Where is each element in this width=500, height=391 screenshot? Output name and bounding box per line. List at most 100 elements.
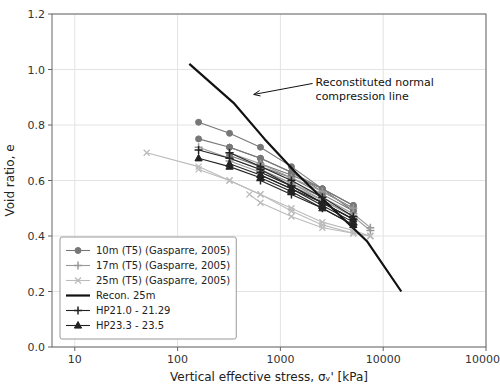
grid	[52, 14, 486, 347]
data-point	[257, 144, 263, 150]
series-line	[260, 175, 353, 222]
data-point	[319, 225, 325, 231]
data-point	[196, 119, 202, 125]
legend-marker	[75, 278, 81, 284]
data-point	[227, 178, 233, 184]
data-point	[288, 205, 294, 211]
tick-x	[486, 347, 487, 351]
series	[196, 119, 357, 214]
series	[195, 154, 357, 227]
axes: 10 100 1000 10000 100000 0.0 0.2 0.4 0.6 0.8 1.0 1.…	[28, 8, 500, 366]
tick-label-y: 0.6	[28, 175, 46, 188]
data-point	[257, 191, 263, 197]
tick-label-x: 100	[167, 353, 188, 366]
legend-marker	[74, 322, 81, 329]
legend-label: 25m (T5) (Gasparre, 2005)	[96, 275, 230, 286]
legend-label: HP21.0 - 21.29	[96, 305, 170, 316]
data-point	[226, 160, 233, 167]
data-point	[319, 201, 326, 208]
data-point	[226, 149, 234, 157]
legend-marker	[75, 248, 81, 254]
series	[226, 160, 357, 222]
legend-label: Recon. 25m	[96, 290, 155, 301]
grid-line-y	[52, 125, 486, 126]
tick-label-y: 0.4	[28, 230, 46, 243]
data-point	[367, 233, 373, 239]
tick-label-y: 0.0	[28, 341, 46, 354]
data-point	[319, 219, 325, 225]
tick-label-y: 0.8	[28, 119, 46, 132]
legend-label: HP23.3 - 23.5	[96, 320, 164, 331]
series	[226, 149, 358, 213]
tick-x	[74, 347, 75, 351]
series-line	[199, 158, 354, 225]
data-point	[227, 130, 233, 136]
series	[226, 149, 358, 221]
grid-line-y	[52, 180, 486, 181]
data-point	[196, 166, 202, 172]
legend-marker	[74, 262, 82, 270]
series-line	[230, 164, 354, 220]
tick-x	[383, 347, 384, 351]
tick-label-x: 100000	[465, 353, 500, 366]
tick-x	[280, 347, 281, 351]
tick-label-y: 1.0	[28, 64, 46, 77]
legend-label: 10m (T5) (Gasparre, 2005)	[96, 245, 230, 256]
tick-x	[177, 347, 178, 351]
data-point	[257, 191, 263, 197]
data-point	[195, 146, 203, 154]
tick-y	[48, 180, 52, 181]
grid-line-y	[52, 236, 486, 237]
series-line	[147, 153, 371, 236]
tick-y	[48, 69, 52, 70]
series	[257, 171, 357, 225]
tick-y	[48, 14, 52, 15]
data-point	[367, 233, 373, 239]
series-line	[249, 194, 370, 236]
tick-y	[48, 125, 52, 126]
data-point	[257, 171, 264, 178]
series-line	[230, 147, 354, 205]
legend-label: 17m (T5) (Gasparre, 2005)	[96, 260, 230, 271]
data-point	[257, 200, 263, 206]
plot-frame	[52, 14, 486, 347]
data-point	[257, 171, 264, 178]
series-line	[199, 122, 354, 211]
data-point	[227, 178, 233, 184]
chart-container: 10 100 1000 10000 100000 0.0 0.2 0.4 0.6 0.8 1.0 1.…	[0, 0, 500, 391]
annotations: Reconstituted normalcompression line	[254, 76, 434, 102]
data-point	[195, 154, 202, 161]
series	[227, 144, 357, 208]
tick-label-x: 10000	[366, 353, 401, 366]
annotation-line: compression line	[316, 90, 409, 103]
legend: 10m (T5) (Gasparre, 2005) 17m (T5) (Gaspa…	[60, 237, 236, 339]
series-line	[230, 153, 354, 217]
tick-y	[48, 236, 52, 237]
series	[144, 150, 374, 239]
tick-label-y: 0.2	[28, 286, 46, 299]
x-axis-label: Vertical effective stress, σᵥ' [kPa]	[170, 370, 368, 384]
tick-label-y: 1.2	[28, 8, 46, 21]
chart: 10 100 1000 10000 100000 0.0 0.2 0.4 0.6 0.8 1.0 1.…	[0, 0, 500, 391]
series-line	[230, 156, 354, 212]
data-point	[226, 149, 234, 157]
legend-box	[60, 237, 236, 339]
y-axis-label: Void ratio, e	[3, 144, 17, 216]
tick-label-x: 1000	[266, 353, 294, 366]
series-line	[199, 169, 371, 236]
annotation-line: Reconstituted normal	[316, 76, 434, 89]
data-point	[288, 214, 294, 220]
data-point	[288, 185, 295, 192]
annotation-arrow	[254, 83, 313, 96]
grid-line-y	[52, 69, 486, 70]
data-point	[366, 224, 374, 232]
annotation-text: Reconstituted normalcompression line	[316, 76, 434, 102]
tick-label-x: 10	[68, 353, 82, 366]
legend-swatch	[66, 294, 90, 296]
legend-marker	[74, 307, 82, 315]
data-point	[196, 136, 202, 142]
series-line	[260, 181, 353, 225]
plot-area	[52, 14, 486, 347]
data-point	[246, 191, 252, 197]
tick-y	[48, 347, 52, 348]
